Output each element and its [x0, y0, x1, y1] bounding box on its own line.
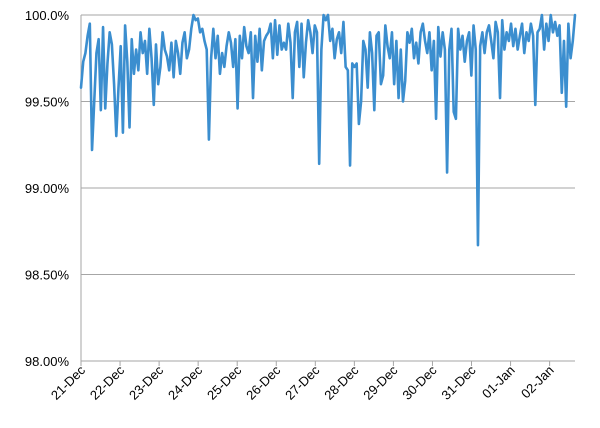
- x-tick-label: 24-Dec: [165, 362, 206, 403]
- x-axis: 21-Dec22-Dec23-Dec24-Dec25-Dec26-Dec27-D…: [48, 361, 557, 403]
- y-tick-label: 99.50%: [25, 95, 70, 110]
- x-tick-label: 25-Dec: [204, 362, 245, 403]
- y-tick-label: 98.00%: [25, 354, 70, 369]
- x-tick-label: 22-Dec: [87, 362, 128, 403]
- series-line: [79, 13, 577, 247]
- series-layer: [79, 13, 577, 247]
- x-tick-label: 30-Dec: [399, 362, 440, 403]
- x-tick-label: 29-Dec: [360, 362, 401, 403]
- x-tick-label: 01-Jan: [479, 363, 518, 402]
- x-tick-label: 31-Dec: [438, 362, 479, 403]
- x-tick-label: 27-Dec: [282, 362, 323, 403]
- y-tick-label: 99.00%: [25, 181, 70, 196]
- y-tick-label: 100.0%: [25, 8, 70, 23]
- x-tick-label: 02-Jan: [518, 363, 557, 402]
- x-tick-label: 28-Dec: [321, 362, 362, 403]
- y-tick-label: 98.50%: [25, 268, 70, 283]
- x-tick-label: 26-Dec: [243, 362, 284, 403]
- y-axis: 98.00% 98.50% 99.00% 99.50% 100.0%: [25, 8, 82, 369]
- x-tick-label: 23-Dec: [126, 362, 167, 403]
